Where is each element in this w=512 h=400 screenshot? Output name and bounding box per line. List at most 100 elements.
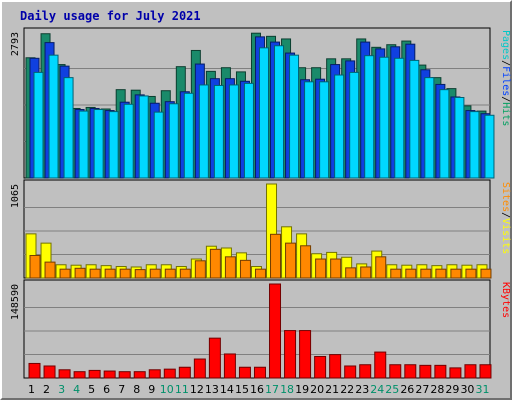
- bar-kbytes-day-2: [43, 365, 56, 379]
- legend-entry: Hits: [500, 102, 511, 126]
- bar-kbytes-day-24: [374, 351, 387, 379]
- x-tick-day-18: 18: [280, 383, 294, 396]
- bar-pages-day-22: [349, 71, 360, 179]
- bar-pages-day-24: [379, 56, 390, 179]
- bar-pages-day-27: [424, 77, 435, 179]
- legend-entry: Sites: [500, 182, 511, 212]
- bar-sites-day-20: [315, 258, 327, 279]
- x-tick-day-2: 2: [43, 383, 50, 396]
- bar-sites-day-15: [239, 259, 251, 279]
- bar-sites-day-1: [29, 254, 41, 279]
- x-tick-day-7: 7: [118, 383, 125, 396]
- bar-kbytes-day-17: [269, 283, 282, 379]
- bar-sites-day-28: [435, 268, 447, 279]
- bar-sites-day-16: [254, 268, 266, 279]
- bar-sites-day-17: [270, 233, 282, 279]
- x-tick-day-21: 21: [325, 383, 339, 396]
- x-tick-day-23: 23: [355, 383, 369, 396]
- bar-kbytes-day-11: [178, 366, 191, 379]
- bar-pages-day-9: [153, 111, 164, 179]
- bar-sites-day-26: [405, 268, 417, 279]
- bar-kbytes-day-30: [464, 364, 477, 379]
- bar-kbytes-day-25: [389, 364, 402, 379]
- bar-pages-day-8: [138, 95, 149, 179]
- bar-sites-day-31: [480, 268, 492, 279]
- legend-entry: KBytes: [500, 282, 511, 318]
- bar-kbytes-day-16: [253, 366, 266, 379]
- bar-sites-day-19: [300, 245, 312, 279]
- bar-sites-day-22: [345, 267, 357, 279]
- x-tick-day-3: 3: [58, 383, 65, 396]
- bar-kbytes-day-21: [329, 354, 342, 379]
- legend-top: Pages/Files/Hits: [500, 30, 511, 126]
- series-pages: [33, 45, 495, 179]
- bar-sites-day-30: [465, 268, 477, 279]
- bar-kbytes-day-7: [118, 371, 131, 379]
- panel-top: 2793 Pages/Files/Hits: [10, 27, 511, 179]
- bar-pages-day-5: [93, 109, 104, 179]
- bar-pages-day-15: [243, 82, 254, 179]
- bar-kbytes-day-3: [58, 369, 71, 379]
- bar-pages-day-4: [78, 110, 89, 179]
- x-tick-day-12: 12: [190, 383, 204, 396]
- bar-kbytes-day-5: [88, 369, 101, 379]
- legend-middle: Sites/Visits: [500, 182, 511, 254]
- bar-kbytes-day-12: [193, 358, 206, 379]
- plot-area: [23, 279, 491, 379]
- bar-sites-day-24: [375, 256, 387, 279]
- bar-pages-day-23: [364, 55, 375, 179]
- bar-sites-day-23: [360, 266, 372, 279]
- bar-sites-day-10: [164, 268, 176, 279]
- x-tick-day-13: 13: [205, 383, 219, 396]
- bar-kbytes-day-27: [419, 364, 432, 379]
- bar-pages-day-3: [63, 77, 74, 179]
- bar-kbytes-day-4: [73, 371, 86, 379]
- bar-pages-day-16: [258, 47, 269, 179]
- bar-sites-day-9: [149, 268, 161, 279]
- x-tick-day-1: 1: [28, 383, 35, 396]
- chart-title: Daily usage for July 2021: [20, 9, 201, 23]
- panel-middle: 1065 Sites/Visits: [10, 179, 511, 279]
- bar-kbytes-day-18: [284, 330, 297, 379]
- legend-entry: /: [500, 96, 511, 102]
- legend-bottom: KBytes: [500, 282, 511, 318]
- x-tick-day-15: 15: [235, 383, 249, 396]
- x-tick-day-24: 24: [370, 383, 384, 396]
- x-tick-day-14: 14: [220, 383, 234, 396]
- bar-kbytes-day-23: [359, 364, 372, 379]
- bar-pages-day-31: [484, 114, 495, 179]
- x-axis-labels: 1 2 3 4 5 6 7 8 9 10 11 12 13 14 15 16 17 18 19 20 21 22 23 24 2…: [28, 383, 489, 396]
- bar-kbytes-day-13: [208, 337, 221, 379]
- x-tick-day-25: 25: [385, 383, 399, 396]
- x-tick-day-10: 10: [160, 383, 174, 396]
- bar-sites-day-3: [59, 268, 71, 279]
- y-max-label: 2793: [10, 32, 21, 56]
- bar-pages-day-7: [123, 103, 134, 179]
- bar-sites-day-4: [74, 267, 86, 279]
- bar-kbytes-day-14: [223, 353, 236, 379]
- bar-kbytes-day-9: [148, 369, 161, 379]
- bar-pages-day-29: [454, 96, 465, 179]
- bar-kbytes-day-22: [344, 365, 357, 379]
- bar-kbytes-day-6: [103, 370, 116, 379]
- x-tick-day-5: 5: [88, 383, 95, 396]
- bar-pages-day-2: [48, 54, 59, 179]
- bar-pages-day-26: [409, 59, 420, 179]
- bar-kbytes-day-20: [314, 355, 327, 379]
- bar-sites-day-13: [209, 248, 221, 279]
- x-tick-day-20: 20: [310, 383, 324, 396]
- legend-entry: Pages: [500, 30, 511, 60]
- bar-pages-day-25: [394, 57, 405, 179]
- bar-sites-day-7: [119, 268, 131, 279]
- bar-sites-day-27: [420, 268, 432, 279]
- bar-kbytes-day-19: [299, 330, 312, 379]
- bar-pages-day-17: [274, 45, 285, 179]
- bar-kbytes-day-26: [404, 364, 417, 379]
- bar-sites-day-5: [89, 268, 101, 279]
- series-sites: [29, 233, 492, 279]
- x-tick-day-28: 28: [430, 383, 444, 396]
- bar-sites-day-2: [44, 261, 56, 279]
- x-tick-day-22: 22: [340, 383, 354, 396]
